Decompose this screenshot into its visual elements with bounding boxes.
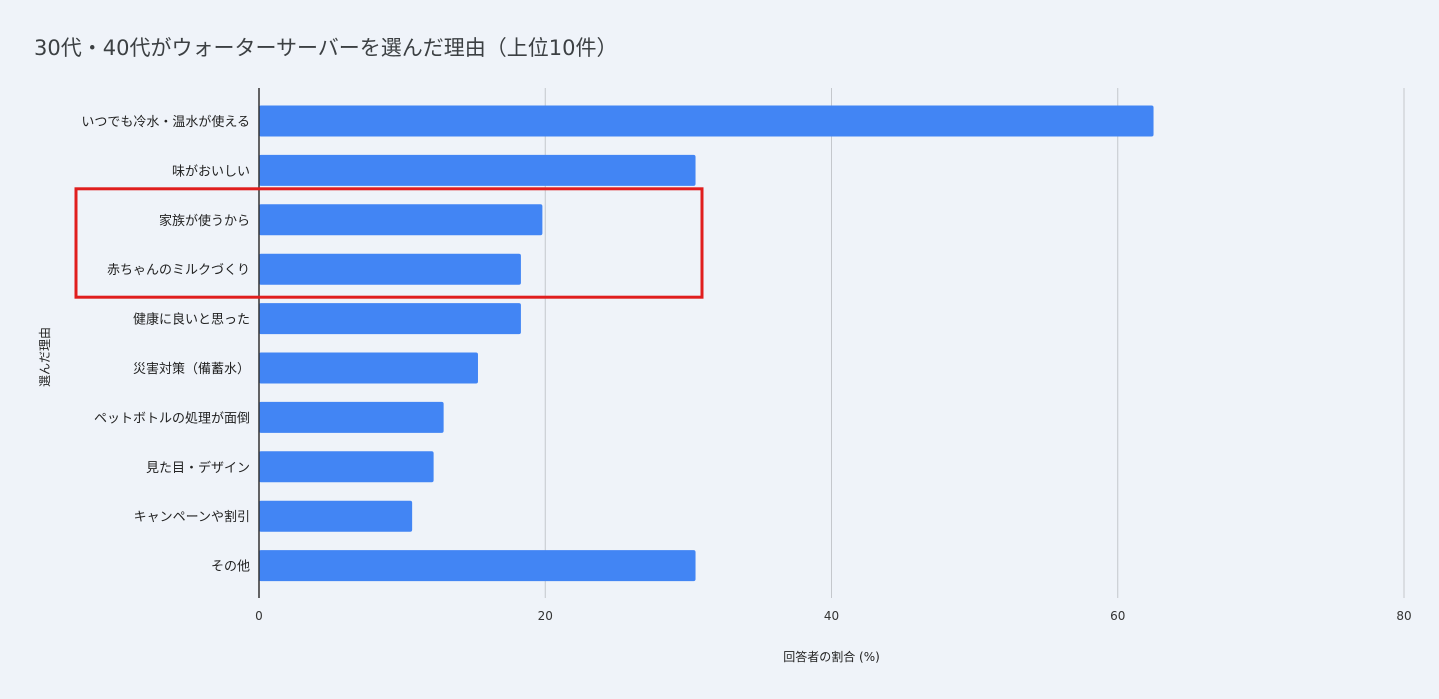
- bar: [259, 154, 696, 186]
- category-label: キャンペーンや割引: [134, 509, 250, 525]
- x-tick-label: 20: [538, 609, 553, 623]
- category-label: 災害対策（備蓄水）: [133, 361, 250, 377]
- category-label: 赤ちゃんのミルクづくり: [107, 263, 250, 278]
- bar: [259, 451, 434, 483]
- bars: [259, 105, 1154, 582]
- bar: [259, 253, 521, 285]
- x-axis-title: 回答者の割合 (%): [783, 649, 880, 664]
- highlight-box: [74, 187, 704, 299]
- category-label: 家族が使うから: [159, 213, 250, 229]
- x-tick-label: 60: [1110, 609, 1125, 623]
- chart-title: 30代・40代がウォーターサーバーを選んだ理由（上位10件）: [34, 36, 618, 60]
- highlight: [74, 187, 704, 299]
- category-label: ペットボトルの処理が面倒: [94, 411, 250, 426]
- category-label: 健康に良いと思った: [133, 312, 250, 328]
- bar: [259, 105, 1154, 137]
- x-tick-label: 0: [255, 609, 263, 623]
- labels: 0 20 40 60 80 いつでも冷水・温水が使える味がおいしい家族が使うから赤ちゃんの…: [38, 114, 1412, 664]
- x-tick-label: 40: [824, 609, 839, 623]
- bar: [259, 401, 444, 433]
- bar: [259, 303, 521, 335]
- bar: [259, 500, 413, 532]
- bar: [259, 550, 696, 582]
- bar: [259, 352, 478, 384]
- x-tick-label: 80: [1396, 609, 1411, 623]
- y-axis-title: 選んだ理由: [38, 327, 52, 387]
- category-label: 味がおいしい: [172, 164, 250, 179]
- category-label: 見た目・デザイン: [146, 460, 250, 476]
- category-label: その他: [211, 560, 250, 575]
- category-label: いつでも冷水・温水が使える: [81, 114, 250, 130]
- bar: [259, 204, 543, 236]
